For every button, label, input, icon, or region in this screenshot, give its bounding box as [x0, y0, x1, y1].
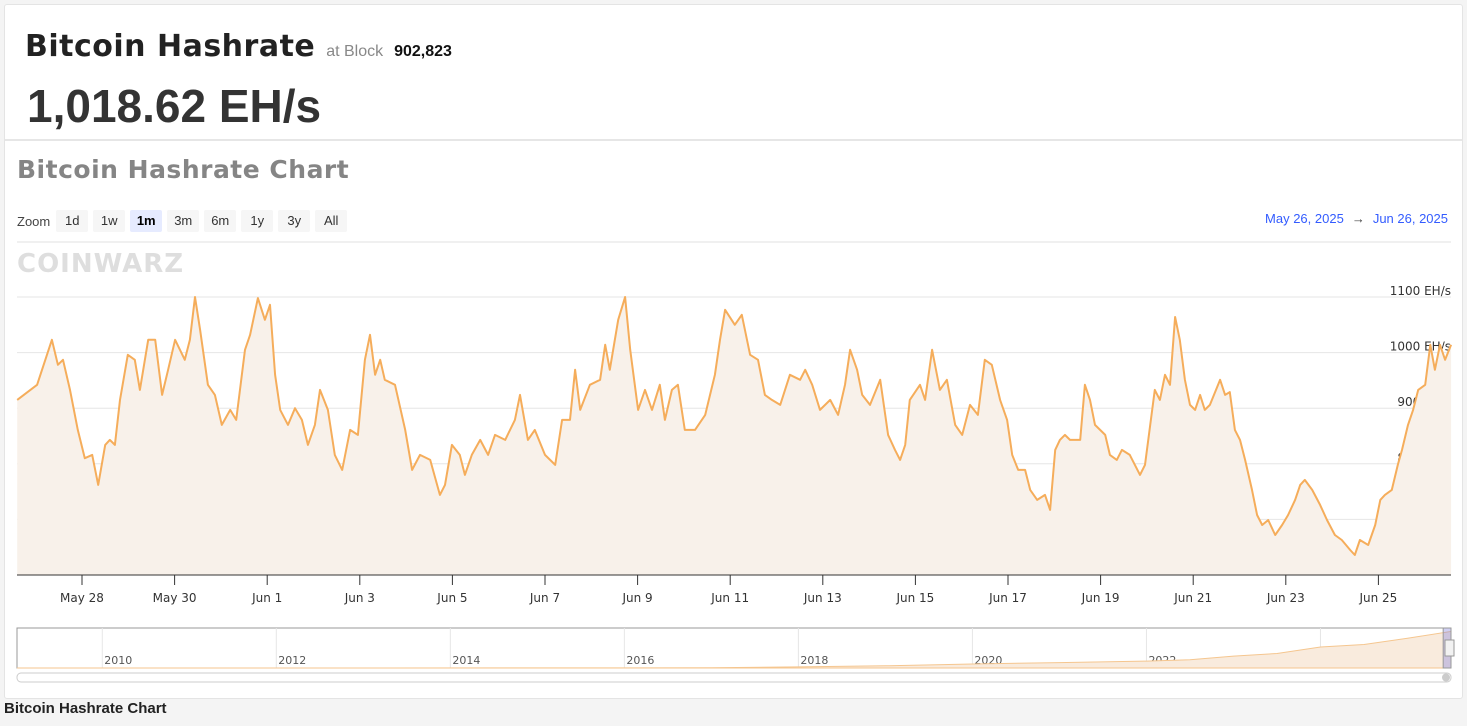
x-tick-label: Jun 3: [344, 591, 375, 605]
zoom-selector: Zoom 1d 1w 1m 3m 6m 1y 3y All: [17, 210, 352, 232]
navigator[interactable]: 20102012201420162018202020222024: [16, 627, 1455, 683]
navigator-scrollbar[interactable]: [16, 672, 1452, 683]
hashrate-area: [17, 297, 1452, 575]
scrollbar-thumb[interactable]: [1442, 673, 1450, 682]
zoom-1m-button[interactable]: 1m: [130, 210, 163, 232]
navigator-year-label: 2014: [452, 654, 480, 667]
x-tick-label: May 30: [153, 591, 197, 605]
current-hashrate: 1,018.62 EH/s: [27, 80, 322, 132]
x-tick-label: May 28: [60, 591, 104, 605]
x-tick-label: Jun 9: [621, 591, 652, 605]
navigator-year-label: 2012: [278, 654, 306, 667]
x-tick-label: Jun 5: [436, 591, 467, 605]
x-tick-label: Jun 19: [1081, 591, 1120, 605]
date-range: May 26, 2025 → Jun 26, 2025: [1265, 211, 1448, 226]
x-tick-label: Jun 11: [710, 591, 749, 605]
range-arrow: →: [1351, 211, 1365, 226]
y-tick-label: 1100 EH/s: [1390, 284, 1451, 298]
svg-text:COINWARZ: COINWARZ: [17, 249, 184, 279]
x-tick-label: Jun 25: [1358, 591, 1397, 605]
hashrate-line: [16, 296, 1453, 556]
coinwarz-watermark: COINWARZ: [17, 249, 184, 279]
range-from-input[interactable]: May 26, 2025: [1265, 211, 1344, 226]
hashrate-header: Bitcoin Hashrate at Block 902,823 1,018.…: [5, 5, 1462, 141]
hashrate-chart: COINWARZ 600 EH/s700 EH/s800 EH/s900 EH/…: [16, 241, 1455, 683]
title-text: Bitcoin Hashrate: [25, 29, 316, 64]
x-tick-label: Jun 13: [803, 591, 842, 605]
navigator-series: [16, 630, 1452, 669]
at-block-label: at Block: [326, 43, 384, 60]
footer-caption: Bitcoin Hashrate Chart: [4, 700, 167, 717]
zoom-6m-button[interactable]: 6m: [204, 210, 237, 232]
x-tick-label: Jun 15: [895, 591, 934, 605]
x-tick-label: Jun 23: [1266, 591, 1305, 605]
range-to-input[interactable]: Jun 26, 2025: [1372, 211, 1448, 226]
page-title: Bitcoin Hashrate at Block 902,823: [25, 29, 452, 64]
zoom-1d-button[interactable]: 1d: [56, 210, 89, 232]
zoom-all-button[interactable]: All: [315, 210, 348, 232]
x-tick-label: Jun 7: [529, 591, 560, 605]
x-tick-label: Jun 17: [988, 591, 1027, 605]
x-tick-label: Jun 1: [251, 591, 282, 605]
navigator-handle[interactable]: [1444, 639, 1455, 657]
navigator-year-label: 2016: [626, 654, 654, 667]
zoom-1y-button[interactable]: 1y: [241, 210, 274, 232]
block-height: 902,823: [394, 43, 452, 60]
zoom-1w-button[interactable]: 1w: [93, 210, 126, 232]
zoom-3m-button[interactable]: 3m: [167, 210, 200, 232]
zoom-label: Zoom: [17, 213, 51, 229]
zoom-3y-button[interactable]: 3y: [278, 210, 311, 232]
chart-title: Bitcoin Hashrate Chart: [17, 155, 350, 184]
navigator-year-label: 2010: [104, 654, 132, 667]
x-tick-label: Jun 21: [1173, 591, 1212, 605]
y-tick-label: 1000 EH/s: [1390, 340, 1451, 354]
navigator-year-label: 2018: [800, 654, 828, 667]
